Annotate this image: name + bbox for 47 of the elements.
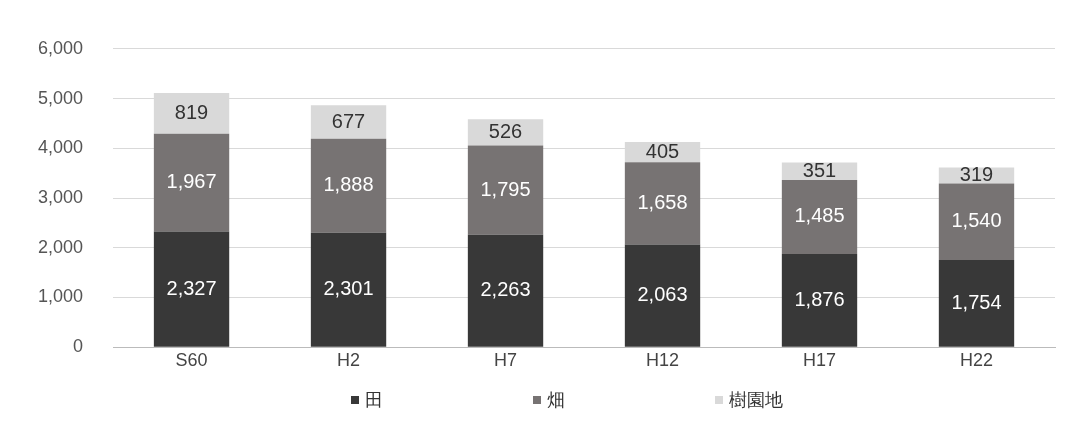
legend-label: 樹園地 xyxy=(728,389,783,412)
bar xyxy=(938,183,1015,260)
data-label: 1,967 xyxy=(166,170,217,193)
bar xyxy=(310,105,387,139)
data-label: 1,795 xyxy=(480,177,531,200)
y-tick-label: 3,000 xyxy=(38,186,84,207)
data-label: 2,063 xyxy=(637,283,688,306)
x-tick-label: S60 xyxy=(175,349,208,370)
data-label: 819 xyxy=(174,100,209,123)
bar xyxy=(467,145,544,235)
bar xyxy=(624,244,701,347)
y-tick-label: 2,000 xyxy=(38,236,84,257)
data-label: 1,754 xyxy=(951,290,1002,313)
data-label: 1,876 xyxy=(794,287,845,310)
data-label: 2,263 xyxy=(480,278,531,301)
data-label: 677 xyxy=(331,109,366,132)
data-label: 405 xyxy=(645,139,680,162)
y-tick-label: 6,000 xyxy=(38,37,84,58)
data-label: 2,301 xyxy=(323,277,374,300)
bar xyxy=(624,162,701,245)
bar xyxy=(781,253,858,347)
y-tick-label: 5,000 xyxy=(38,87,84,108)
data-label: 319 xyxy=(959,162,994,185)
legend-label: 田 xyxy=(364,389,383,412)
y-tick-label: 0 xyxy=(73,336,84,357)
bar xyxy=(153,133,230,232)
data-label: 1,888 xyxy=(323,173,374,196)
bar xyxy=(310,138,387,233)
data-label: 1,658 xyxy=(637,190,688,213)
bar xyxy=(153,231,230,347)
data-label: 1,485 xyxy=(794,204,845,227)
x-tick-label: H12 xyxy=(646,349,680,370)
data-label: 526 xyxy=(488,119,523,142)
data-label: 1,540 xyxy=(951,209,1002,232)
bar xyxy=(467,234,544,347)
data-label: 351 xyxy=(802,158,837,181)
legend-label: 畑 xyxy=(546,389,565,412)
x-tick-label: H17 xyxy=(803,349,837,370)
x-tick-label: H2 xyxy=(337,349,361,370)
bar xyxy=(310,232,387,347)
x-tick-label: H7 xyxy=(494,349,518,370)
x-tick-label: H22 xyxy=(959,349,994,370)
y-tick-label: 1,000 xyxy=(38,286,84,307)
bar xyxy=(938,259,1015,347)
data-label: 2,327 xyxy=(166,276,217,299)
y-tick-label: 4,000 xyxy=(38,137,84,158)
bar xyxy=(781,180,858,254)
